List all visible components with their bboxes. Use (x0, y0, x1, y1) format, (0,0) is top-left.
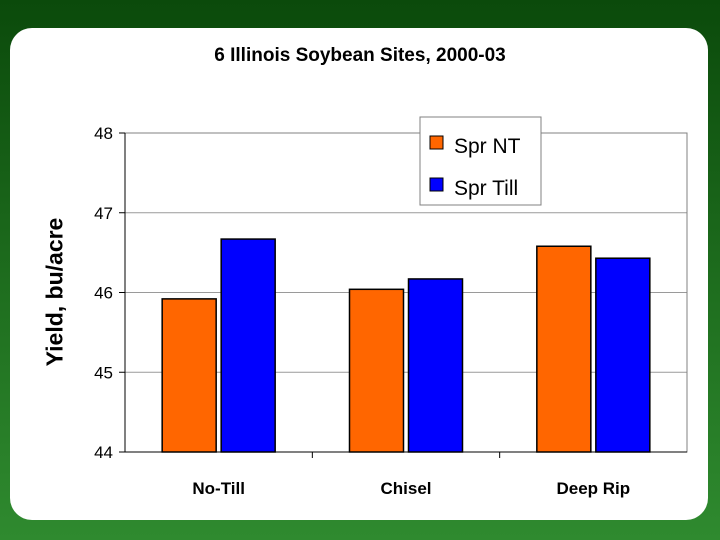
gridlines (125, 212, 687, 373)
category-label: Chisel (380, 479, 431, 498)
bars (161, 238, 651, 453)
legend: Spr NT Spr Till (419, 116, 542, 206)
bar-spr-till-deep-rip (595, 257, 651, 453)
bar-spr-till-chisel (407, 278, 464, 453)
bar-spr-till-no-till (220, 238, 276, 453)
legend-swatch (429, 177, 444, 192)
y-tick-label: 44 (94, 443, 113, 462)
legend-swatch (429, 135, 444, 150)
x-categories: No-Till Chisel Deep Rip (192, 479, 630, 498)
y-ticks: 44 45 46 47 48 (94, 124, 113, 462)
category-label: No-Till (192, 479, 245, 498)
y-tick-label: 48 (94, 124, 113, 143)
y-tick-label: 46 (94, 284, 113, 303)
legend-label: Spr NT (454, 135, 521, 158)
chart-title: 6 Illinois Soybean Sites, 2000-03 (214, 45, 506, 66)
bar-spr-nt-chisel (348, 288, 405, 453)
bar-spr-nt-no-till (161, 298, 217, 453)
legend-label: Spr Till (454, 177, 518, 200)
bar-spr-nt-deep-rip (536, 245, 592, 453)
y-tick-label: 45 (94, 363, 113, 382)
axes (119, 132, 688, 458)
category-label: Deep Rip (556, 479, 630, 498)
y-tick-label: 47 (94, 204, 113, 223)
